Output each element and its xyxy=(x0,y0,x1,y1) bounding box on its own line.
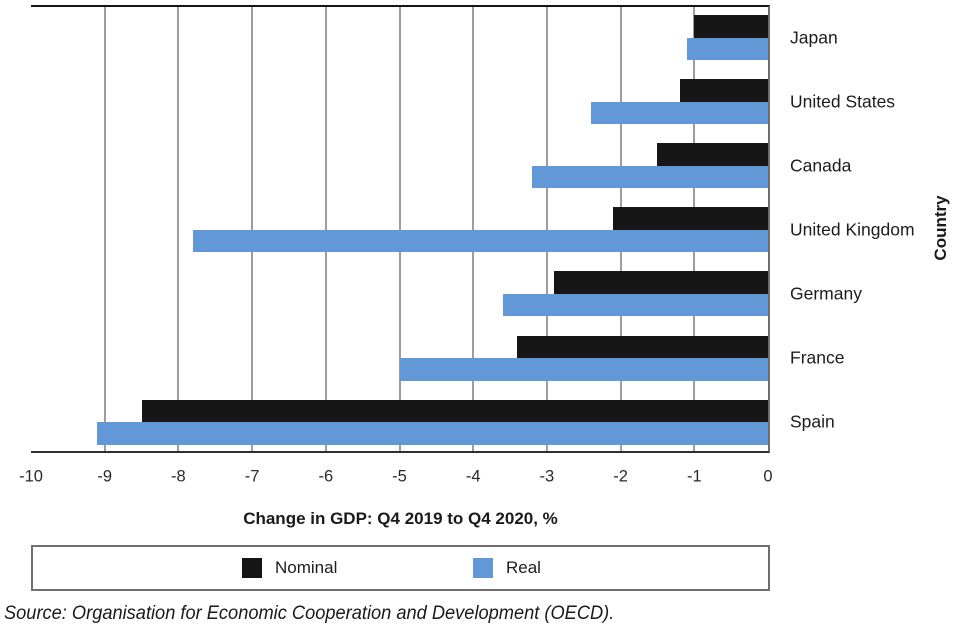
gridline--3 xyxy=(545,7,548,451)
source-note: Source: Organisation for Economic Cooper… xyxy=(4,603,615,624)
bar-real-germany xyxy=(502,293,768,317)
gridline--6 xyxy=(324,7,327,451)
bar-nominal-united-states xyxy=(679,79,768,102)
gridline--8 xyxy=(177,7,180,451)
bar-real-france xyxy=(399,358,768,381)
legend-swatch-real xyxy=(473,558,493,578)
category-label-germany: Germany xyxy=(790,283,862,304)
x-tick-label--7: -7 xyxy=(244,467,260,486)
x-tick-label--8: -8 xyxy=(171,467,186,486)
y-axis-title: Country xyxy=(931,195,950,261)
legend-label-real: Real xyxy=(506,558,541,577)
x-tick-label--9: -9 xyxy=(97,467,113,486)
gridline--4 xyxy=(472,7,475,451)
bar-real-united-states xyxy=(591,101,768,125)
category-label-united-kingdom: United Kingdom xyxy=(790,219,915,240)
x-tick-label--2: -2 xyxy=(613,467,628,486)
bar-real-japan xyxy=(686,37,768,60)
category-label-united-states: United States xyxy=(790,91,896,112)
bar-nominal-spain xyxy=(141,399,768,423)
bar-nominal-canada xyxy=(657,143,768,166)
x-tick-label--3: -3 xyxy=(539,467,555,486)
legend-item-real: Real xyxy=(473,558,541,578)
x-tick-label--4: -4 xyxy=(465,467,481,486)
category-label-spain: Spain xyxy=(790,411,835,432)
bar-nominal-france xyxy=(517,335,768,358)
x-axis-title: Change in GDP: Q4 2019 to Q4 2020, % xyxy=(243,509,558,528)
gridline--9 xyxy=(103,7,106,451)
legend-swatch-nominal xyxy=(242,558,262,578)
category-label-canada: Canada xyxy=(790,155,852,176)
category-label-france: France xyxy=(790,347,845,368)
legend-label-nominal: Nominal xyxy=(275,558,338,577)
x-tick-label-0: 0 xyxy=(763,467,773,486)
x-tick-label--1: -1 xyxy=(686,467,702,486)
x-tick-label--6: -6 xyxy=(318,467,334,486)
plot-area xyxy=(31,5,770,453)
gridline--5 xyxy=(398,7,401,451)
x-tick-label--5: -5 xyxy=(392,467,407,486)
bar-real-united-kingdom xyxy=(193,229,768,253)
x-tick-label--10: -10 xyxy=(19,467,43,486)
legend-item-nominal: Nominal xyxy=(242,558,337,578)
legend: Nominal Real xyxy=(31,545,770,591)
category-label-japan: Japan xyxy=(790,27,838,47)
bar-real-spain xyxy=(97,422,768,445)
bar-nominal-united-kingdom xyxy=(613,207,768,230)
bar-nominal-japan xyxy=(694,15,768,38)
bar-nominal-germany xyxy=(554,271,768,294)
bar-real-canada xyxy=(532,165,768,189)
gridline--7 xyxy=(251,7,254,451)
